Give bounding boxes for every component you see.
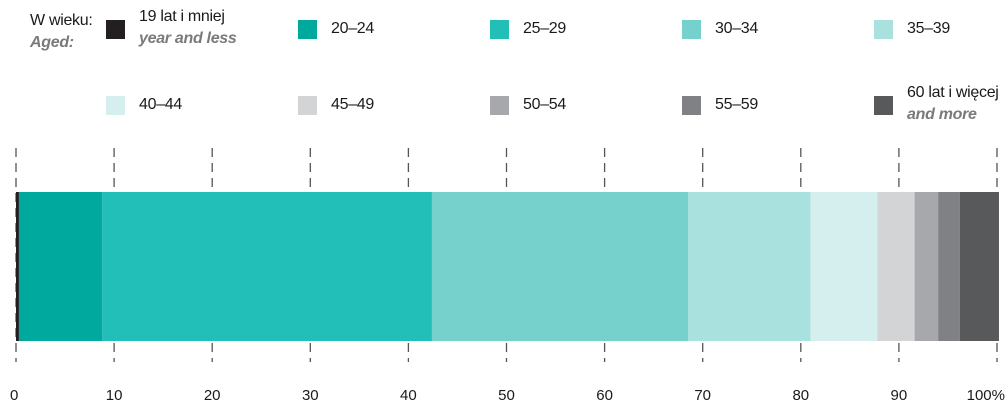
x-tick-label: 0	[10, 387, 18, 404]
x-tick-label: 30	[302, 387, 319, 404]
x-tick-label: 50	[498, 387, 515, 404]
x-tick-label: 10	[106, 387, 123, 404]
legend-label-pl: 25–29	[523, 20, 566, 37]
x-tick-label: 20	[204, 387, 221, 404]
legend-label: 50–54	[523, 94, 566, 116]
legend-label: 55–59	[715, 94, 758, 116]
legend-item: 50–54	[490, 82, 566, 116]
legend-swatch	[682, 96, 701, 115]
legend-label: 60 lat i więcej and more	[907, 82, 999, 126]
bar-segment	[959, 192, 999, 341]
legend-item: 40–44	[106, 82, 182, 116]
legend-label-pl: 60 lat i więcej	[907, 84, 999, 101]
legend-label-pl: 30–34	[715, 20, 758, 37]
legend-swatch	[490, 20, 509, 39]
legend-label-pl: 55–59	[715, 96, 758, 113]
legend-label-pl: 35–39	[907, 20, 950, 37]
legend-item: 20–24	[298, 6, 374, 40]
bar-segment	[938, 192, 960, 341]
legend-label: 19 lat i mniej year and less	[139, 6, 237, 50]
bar-segment	[18, 192, 103, 341]
legend-swatch	[298, 96, 317, 115]
x-axis-ticks: 0 10 20 30 40 50 60 70 80 90 100%	[10, 387, 1005, 404]
x-tick-label: 70	[694, 387, 711, 404]
legend-label: 35–39	[907, 18, 950, 40]
legend-item: 45–49	[298, 82, 374, 116]
legend-swatch	[682, 20, 701, 39]
legend-label: 20–24	[331, 18, 374, 40]
x-tick-label: 40	[400, 387, 417, 404]
bar-segment	[431, 192, 688, 341]
legend-item: 25–29	[490, 6, 566, 40]
legend-swatch	[874, 20, 893, 39]
legend-label-pl: 45–49	[331, 96, 374, 113]
legend-swatch	[298, 20, 317, 39]
bar-segments	[16, 192, 999, 341]
legend-label: 45–49	[331, 94, 374, 116]
bar-segment	[810, 192, 878, 341]
x-tick-label: 90	[891, 387, 908, 404]
legend-title-pl: W wieku:	[30, 12, 93, 29]
legend-label: 40–44	[139, 94, 182, 116]
legend-swatch	[106, 96, 125, 115]
legend-item: 55–59	[682, 82, 758, 116]
x-tick-label: 100%	[967, 387, 1005, 404]
legend-item: 30–34	[682, 6, 758, 40]
legend-label-pl: 40–44	[139, 96, 182, 113]
legend-label: 25–29	[523, 18, 566, 40]
legend-title-en: Aged:	[30, 34, 74, 51]
legend-label-en: and more	[907, 106, 977, 123]
x-tick-label: 60	[596, 387, 613, 404]
legend-item: 60 lat i więcej and more	[874, 82, 999, 126]
legend-item: 19 lat i mniej year and less	[106, 6, 237, 50]
x-tick-label: 80	[792, 387, 809, 404]
legend-item: 35–39	[874, 6, 950, 40]
legend-label-pl: 20–24	[331, 20, 374, 37]
bar-segment	[877, 192, 915, 341]
legend-label-pl: 19 lat i mniej	[139, 8, 225, 25]
legend-swatch	[490, 96, 509, 115]
bar-segment	[914, 192, 939, 341]
legend-swatch	[106, 20, 125, 39]
legend-title: W wieku: Aged:	[30, 10, 93, 54]
legend-label: 30–34	[715, 18, 758, 40]
bar-segment	[102, 192, 432, 341]
bar-segment	[687, 192, 811, 341]
legend-label-pl: 50–54	[523, 96, 566, 113]
bar-segment	[16, 192, 19, 341]
legend-swatch	[874, 96, 893, 115]
legend-label-en: year and less	[139, 30, 237, 47]
